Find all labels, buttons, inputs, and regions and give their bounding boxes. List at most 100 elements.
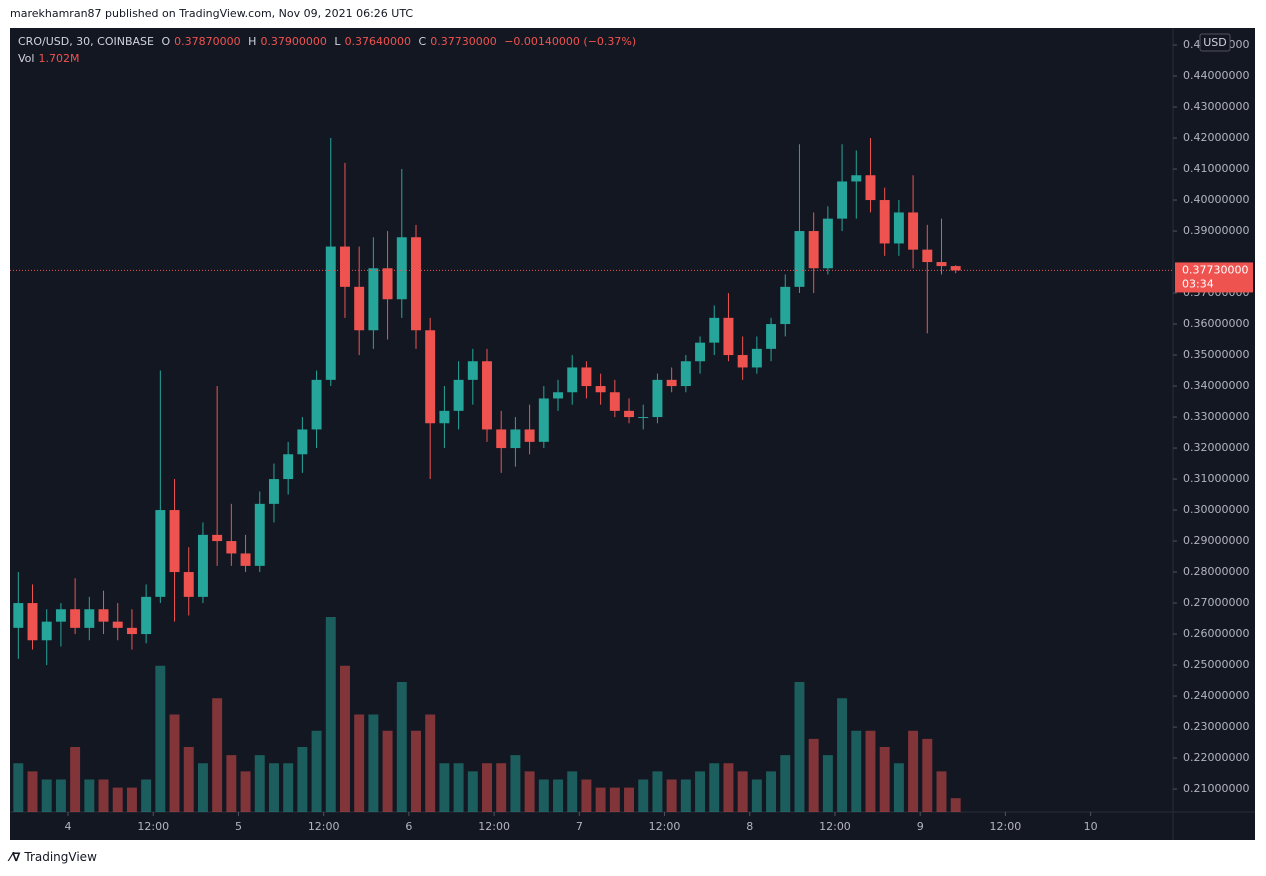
volume-bar <box>822 755 833 812</box>
volume-bar <box>197 763 208 812</box>
volume-bar <box>439 763 450 812</box>
y-tick-label: 0.33000000 <box>1183 410 1249 423</box>
candle-body <box>13 603 24 628</box>
ohlc-label: L <box>334 35 341 48</box>
candle-body <box>510 429 521 449</box>
candle-body <box>311 379 322 430</box>
candle-body <box>794 231 805 287</box>
volume-bar <box>482 763 492 812</box>
change: −0.00140000 (−0.37%) <box>504 35 637 48</box>
volume-bar <box>666 779 677 812</box>
x-tick-label: 12:00 <box>819 820 851 833</box>
currency-badge[interactable] <box>1199 33 1231 52</box>
x-tick-label: 12:00 <box>990 820 1022 833</box>
ohlc-label: C <box>418 35 427 48</box>
volume-bar <box>340 665 350 812</box>
y-tick-label: 0.40000000 <box>1183 193 1249 206</box>
y-tick-label: 0.27000000 <box>1183 596 1249 609</box>
volume-bar <box>169 714 180 812</box>
candle-body <box>297 429 308 455</box>
y-tick-label: 0.28000000 <box>1183 565 1249 578</box>
x-tick-label: 5 <box>235 820 242 833</box>
y-tick-label: 0.29000000 <box>1183 534 1249 547</box>
volume-bar <box>510 755 521 812</box>
x-tick-label: 7 <box>576 820 583 833</box>
candle-body <box>808 231 819 269</box>
x-tick-label: 12:00 <box>649 820 681 833</box>
volume-bar <box>411 730 421 812</box>
y-tick-label: 0.39000000 <box>1183 224 1249 237</box>
symbol: CRO/USD, 30, COINBASE <box>18 35 154 48</box>
volume-bar <box>794 682 805 812</box>
candle-body <box>780 286 791 325</box>
volume-bar <box>354 714 365 812</box>
volume-bar <box>311 730 322 812</box>
ohlc-value: 0.37640000 <box>344 35 412 48</box>
volume-bar <box>98 779 109 812</box>
candle-body <box>212 534 223 542</box>
volume-bar <box>41 779 52 812</box>
y-tick-label: 0.30000000 <box>1183 503 1249 516</box>
currency: USD <box>1203 36 1227 49</box>
ohlc-value: 0.37900000 <box>260 35 327 48</box>
volume-bar <box>467 771 478 812</box>
volume-bar <box>808 738 819 812</box>
volume-layer <box>13 617 961 812</box>
candle-body <box>254 503 265 566</box>
x-tick-label: 9 <box>917 820 924 833</box>
candle-body <box>737 355 748 368</box>
y-tick-label: 0.42000000 <box>1183 131 1249 144</box>
x-tick-label: 10 <box>1084 820 1098 833</box>
volume-bar <box>922 738 933 812</box>
candle-body <box>751 348 762 368</box>
volume-bar <box>297 747 308 812</box>
volume-bar <box>950 798 961 812</box>
volume-bar <box>453 763 464 812</box>
candle-body <box>453 379 464 411</box>
volume-bar <box>70 747 81 812</box>
candle-body <box>666 379 677 387</box>
candle-body <box>283 454 294 480</box>
volume-bar <box>112 787 123 812</box>
volume-bar <box>709 763 720 812</box>
volume-legend: Vol 1.702M <box>18 52 83 65</box>
candle-body <box>354 286 365 331</box>
candle-body <box>879 200 890 244</box>
candle-body <box>27 603 38 641</box>
candle-body <box>652 379 663 418</box>
volume-bar <box>865 730 876 812</box>
y-tick-label: 0.24000000 <box>1183 689 1249 702</box>
candle-body <box>680 361 691 387</box>
volume-bar <box>325 617 336 812</box>
volume-bar <box>524 771 535 812</box>
volume-bar <box>240 771 251 812</box>
candle-body <box>766 324 777 349</box>
ohlc-value: 0.37730000 <box>430 35 497 48</box>
volume-bar <box>936 771 947 812</box>
candle-body <box>84 609 95 628</box>
candle-body <box>126 627 137 635</box>
candle-body <box>865 175 876 201</box>
y-tick-label: 0.44000000 <box>1183 69 1249 82</box>
candle-body <box>524 429 535 442</box>
y-tick-label: 0.21000000 <box>1183 782 1249 795</box>
volume-bar <box>751 779 762 812</box>
volume-bar <box>567 771 578 812</box>
volume-bar <box>780 755 791 812</box>
countdown: 03:34 <box>1182 277 1214 290</box>
candle-body <box>70 609 81 628</box>
x-tick-label: 8 <box>746 820 753 833</box>
candle-body <box>553 392 563 399</box>
volume-bar <box>13 763 24 812</box>
candle-body <box>822 218 833 269</box>
y-tick-label: 0.41000000 <box>1183 162 1249 175</box>
candle-body <box>581 367 592 387</box>
candle-body <box>950 266 961 271</box>
y-tick-label: 0.31000000 <box>1183 472 1249 485</box>
volume-bar <box>283 763 294 812</box>
volume-bar <box>609 787 620 812</box>
volume-bar <box>396 682 407 812</box>
candle-body <box>325 246 336 380</box>
candle-body <box>226 541 237 554</box>
